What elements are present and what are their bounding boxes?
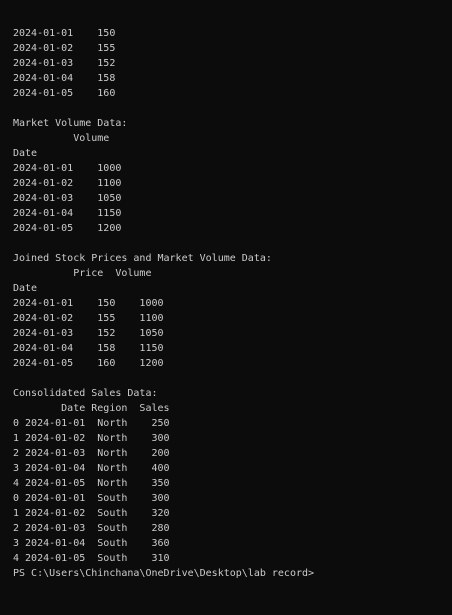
output-line: 2024-01-05 160 1200: [13, 358, 164, 369]
output-line: [13, 101, 452, 116]
output-line: 2024-01-05 1200: [13, 223, 122, 234]
output-line: 4 2024-01-05 North 350: [13, 478, 170, 489]
output-line: [13, 371, 452, 386]
command-prompt[interactable]: PS C:\Users\Chinchana\OneDrive\Desktop\l…: [13, 568, 315, 579]
output-line: 2024-01-02 1100: [13, 178, 122, 189]
output-line: 2024-01-03 152: [13, 58, 116, 69]
output-line: Consolidated Sales Data:: [13, 388, 158, 399]
output-line: 1 2024-01-02 North 300: [13, 433, 170, 444]
output-line: 2024-01-04 1150: [13, 208, 122, 219]
output-line: 2024-01-03 1050: [13, 193, 122, 204]
output-line: 4 2024-01-05 South 310: [13, 553, 170, 564]
output-line: Joined Stock Prices and Market Volume Da…: [13, 253, 272, 264]
output-line: Date Region Sales: [13, 403, 170, 414]
output-line: [13, 236, 452, 251]
output-line: 0 2024-01-01 North 250: [13, 418, 170, 429]
output-line: 2024-01-04 158: [13, 73, 116, 84]
output-line: 2024-01-05 160: [13, 88, 116, 99]
output-line: 3 2024-01-04 South 360: [13, 538, 170, 549]
output-line: Date: [13, 148, 38, 159]
output-line: 1 2024-01-02 South 320: [13, 508, 170, 519]
output-line: Market Volume Data:: [13, 118, 128, 129]
output-line: 2024-01-04 158 1150: [13, 343, 164, 354]
output-line: 2024-01-01 150: [13, 28, 116, 39]
output-line: Price Volume: [13, 268, 152, 279]
output-line: Volume: [13, 133, 110, 144]
output-line: 3 2024-01-04 North 400: [13, 463, 170, 474]
output-line: Date: [13, 283, 38, 294]
output-line: 0 2024-01-01 South 300: [13, 493, 170, 504]
output-line: 2024-01-03 152 1050: [13, 328, 164, 339]
output-line: 2024-01-02 155 1100: [13, 313, 164, 324]
output-line: 2024-01-02 155: [13, 43, 116, 54]
output-line: 2 2024-01-03 North 200: [13, 448, 170, 459]
output-line: 2024-01-01 1000: [13, 163, 122, 174]
output-line: 2024-01-01 150 1000: [13, 298, 164, 309]
output-line: 2 2024-01-03 South 280: [13, 523, 170, 534]
